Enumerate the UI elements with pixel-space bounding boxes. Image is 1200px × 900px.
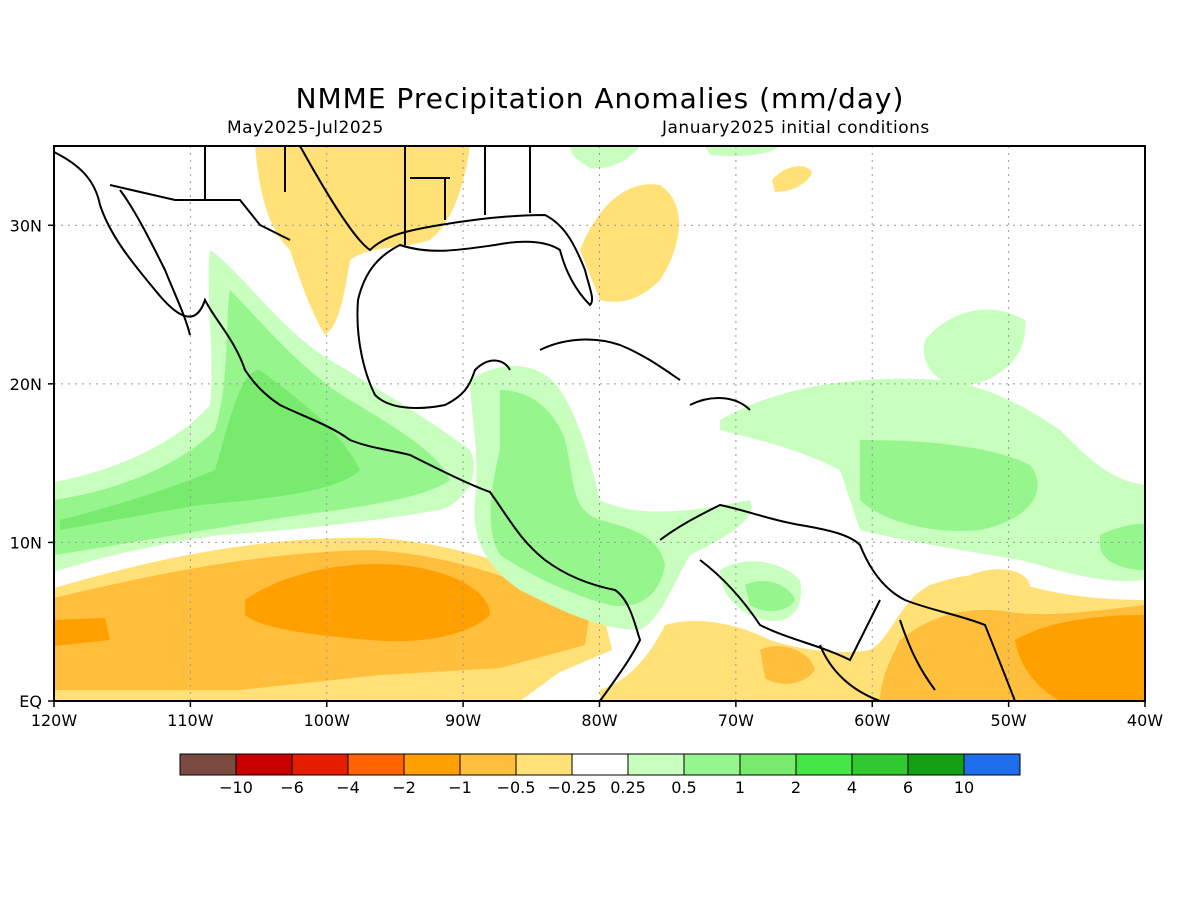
wet-region-itcz-strong <box>60 370 360 530</box>
colorbar-label: −0.25 <box>547 778 596 797</box>
dry-region-florida <box>580 184 679 302</box>
lat-tick-label: 30N <box>10 216 42 235</box>
dry-region-gulf-north <box>255 146 470 335</box>
border-us-mexico <box>109 184 291 241</box>
lon-tick-label: 40W <box>1127 711 1163 730</box>
colorbar-swatch <box>403 753 461 776</box>
dry-region-venezuela <box>760 646 815 684</box>
colorbar-swatch <box>347 753 405 776</box>
coast-baja <box>119 189 191 336</box>
colorbar-swatch <box>571 753 629 776</box>
coast-south-america <box>659 503 1016 701</box>
colorbar-label: −10 <box>219 778 253 797</box>
colorbar-swatch <box>683 753 741 776</box>
coastlines <box>54 146 1016 701</box>
colorbar-swatch <box>179 753 237 776</box>
colorbar-label: −0.5 <box>497 778 536 797</box>
colorbar-swatch <box>627 753 685 776</box>
lon-tick-label: 60W <box>854 711 890 730</box>
colorbar-label: 4 <box>847 778 857 797</box>
colorbar-swatch <box>291 753 349 776</box>
lon-tick-label: 70W <box>718 711 754 730</box>
lat-tick-label: 10N <box>10 533 42 552</box>
wet-region-atlantic-mid <box>860 440 1038 531</box>
coast-cuba <box>539 338 681 381</box>
initial-conditions: January2025 initial conditions <box>662 118 930 138</box>
coast-mexico-pacific <box>54 151 642 701</box>
wet-region-central-america-mid <box>490 390 665 606</box>
colorbar-swatch <box>459 753 517 776</box>
lon-tick-label: 90W <box>445 711 481 730</box>
colorbar-swatch <box>907 753 965 776</box>
wet-region-colombia-mid <box>745 580 795 612</box>
lat-tick-label: EQ <box>19 692 42 711</box>
forecast-period: May2025-Jul2025 <box>227 118 384 138</box>
lon-tick-label: 50W <box>991 711 1027 730</box>
colorbar-swatch <box>851 753 909 776</box>
colorbar-swatch <box>795 753 853 776</box>
colorbar-label: 0.5 <box>671 778 696 797</box>
colorbar-swatch <box>739 753 797 776</box>
lon-tick-label: 110W <box>167 711 214 730</box>
colorbar-label: 10 <box>954 778 974 797</box>
colorbar-swatch <box>515 753 573 776</box>
colorbar-swatch <box>235 753 293 776</box>
border-south-america <box>699 559 936 701</box>
chart-title: NMME Precipitation Anomalies (mm/day) <box>295 82 905 115</box>
colorbar-label: 2 <box>791 778 801 797</box>
wet-region-northeast <box>570 146 640 169</box>
border-us-states <box>204 146 531 245</box>
coast-gulf <box>299 146 594 409</box>
coast-hispaniola <box>689 397 751 411</box>
colorbar-label: 1 <box>735 778 745 797</box>
colorbar-swatch <box>963 753 1021 776</box>
colorbar-label: −4 <box>336 778 360 797</box>
colorbar-label: 0.25 <box>610 778 646 797</box>
dry-region-northeast <box>772 166 812 192</box>
dry-region-south-america-strong <box>1015 615 1145 701</box>
graticule <box>54 146 1145 701</box>
wet-region-atlantic-east <box>1100 523 1145 570</box>
wet-region-atlantic-north <box>923 309 1026 386</box>
dry-region-mid-atlantic <box>970 569 1030 605</box>
dry-region-pacific-strong-west <box>54 618 110 646</box>
anomaly-field <box>54 146 1145 701</box>
colorbar: −10 −6 −4 −2 −1 −0.5 −0.25 0.25 0.5 1 2 4 6 10 <box>179 753 1021 797</box>
colorbar-label: −6 <box>280 778 304 797</box>
lon-tick-label: 100W <box>304 711 351 730</box>
colorbar-label: −2 <box>392 778 416 797</box>
colorbar-label: 6 <box>903 778 913 797</box>
lon-tick-label: 120W <box>31 711 78 730</box>
lon-tick-label: 80W <box>581 711 617 730</box>
lat-tick-label: 20N <box>10 375 42 394</box>
wet-region-northeast-2 <box>705 146 780 157</box>
dry-region-pacific-strong <box>245 564 490 642</box>
axis-labels: 120W 110W 100W 90W 80W 70W 60W 50W 40W 30N 20N 10N E… <box>10 216 1164 730</box>
colorbar-label: −1 <box>448 778 472 797</box>
